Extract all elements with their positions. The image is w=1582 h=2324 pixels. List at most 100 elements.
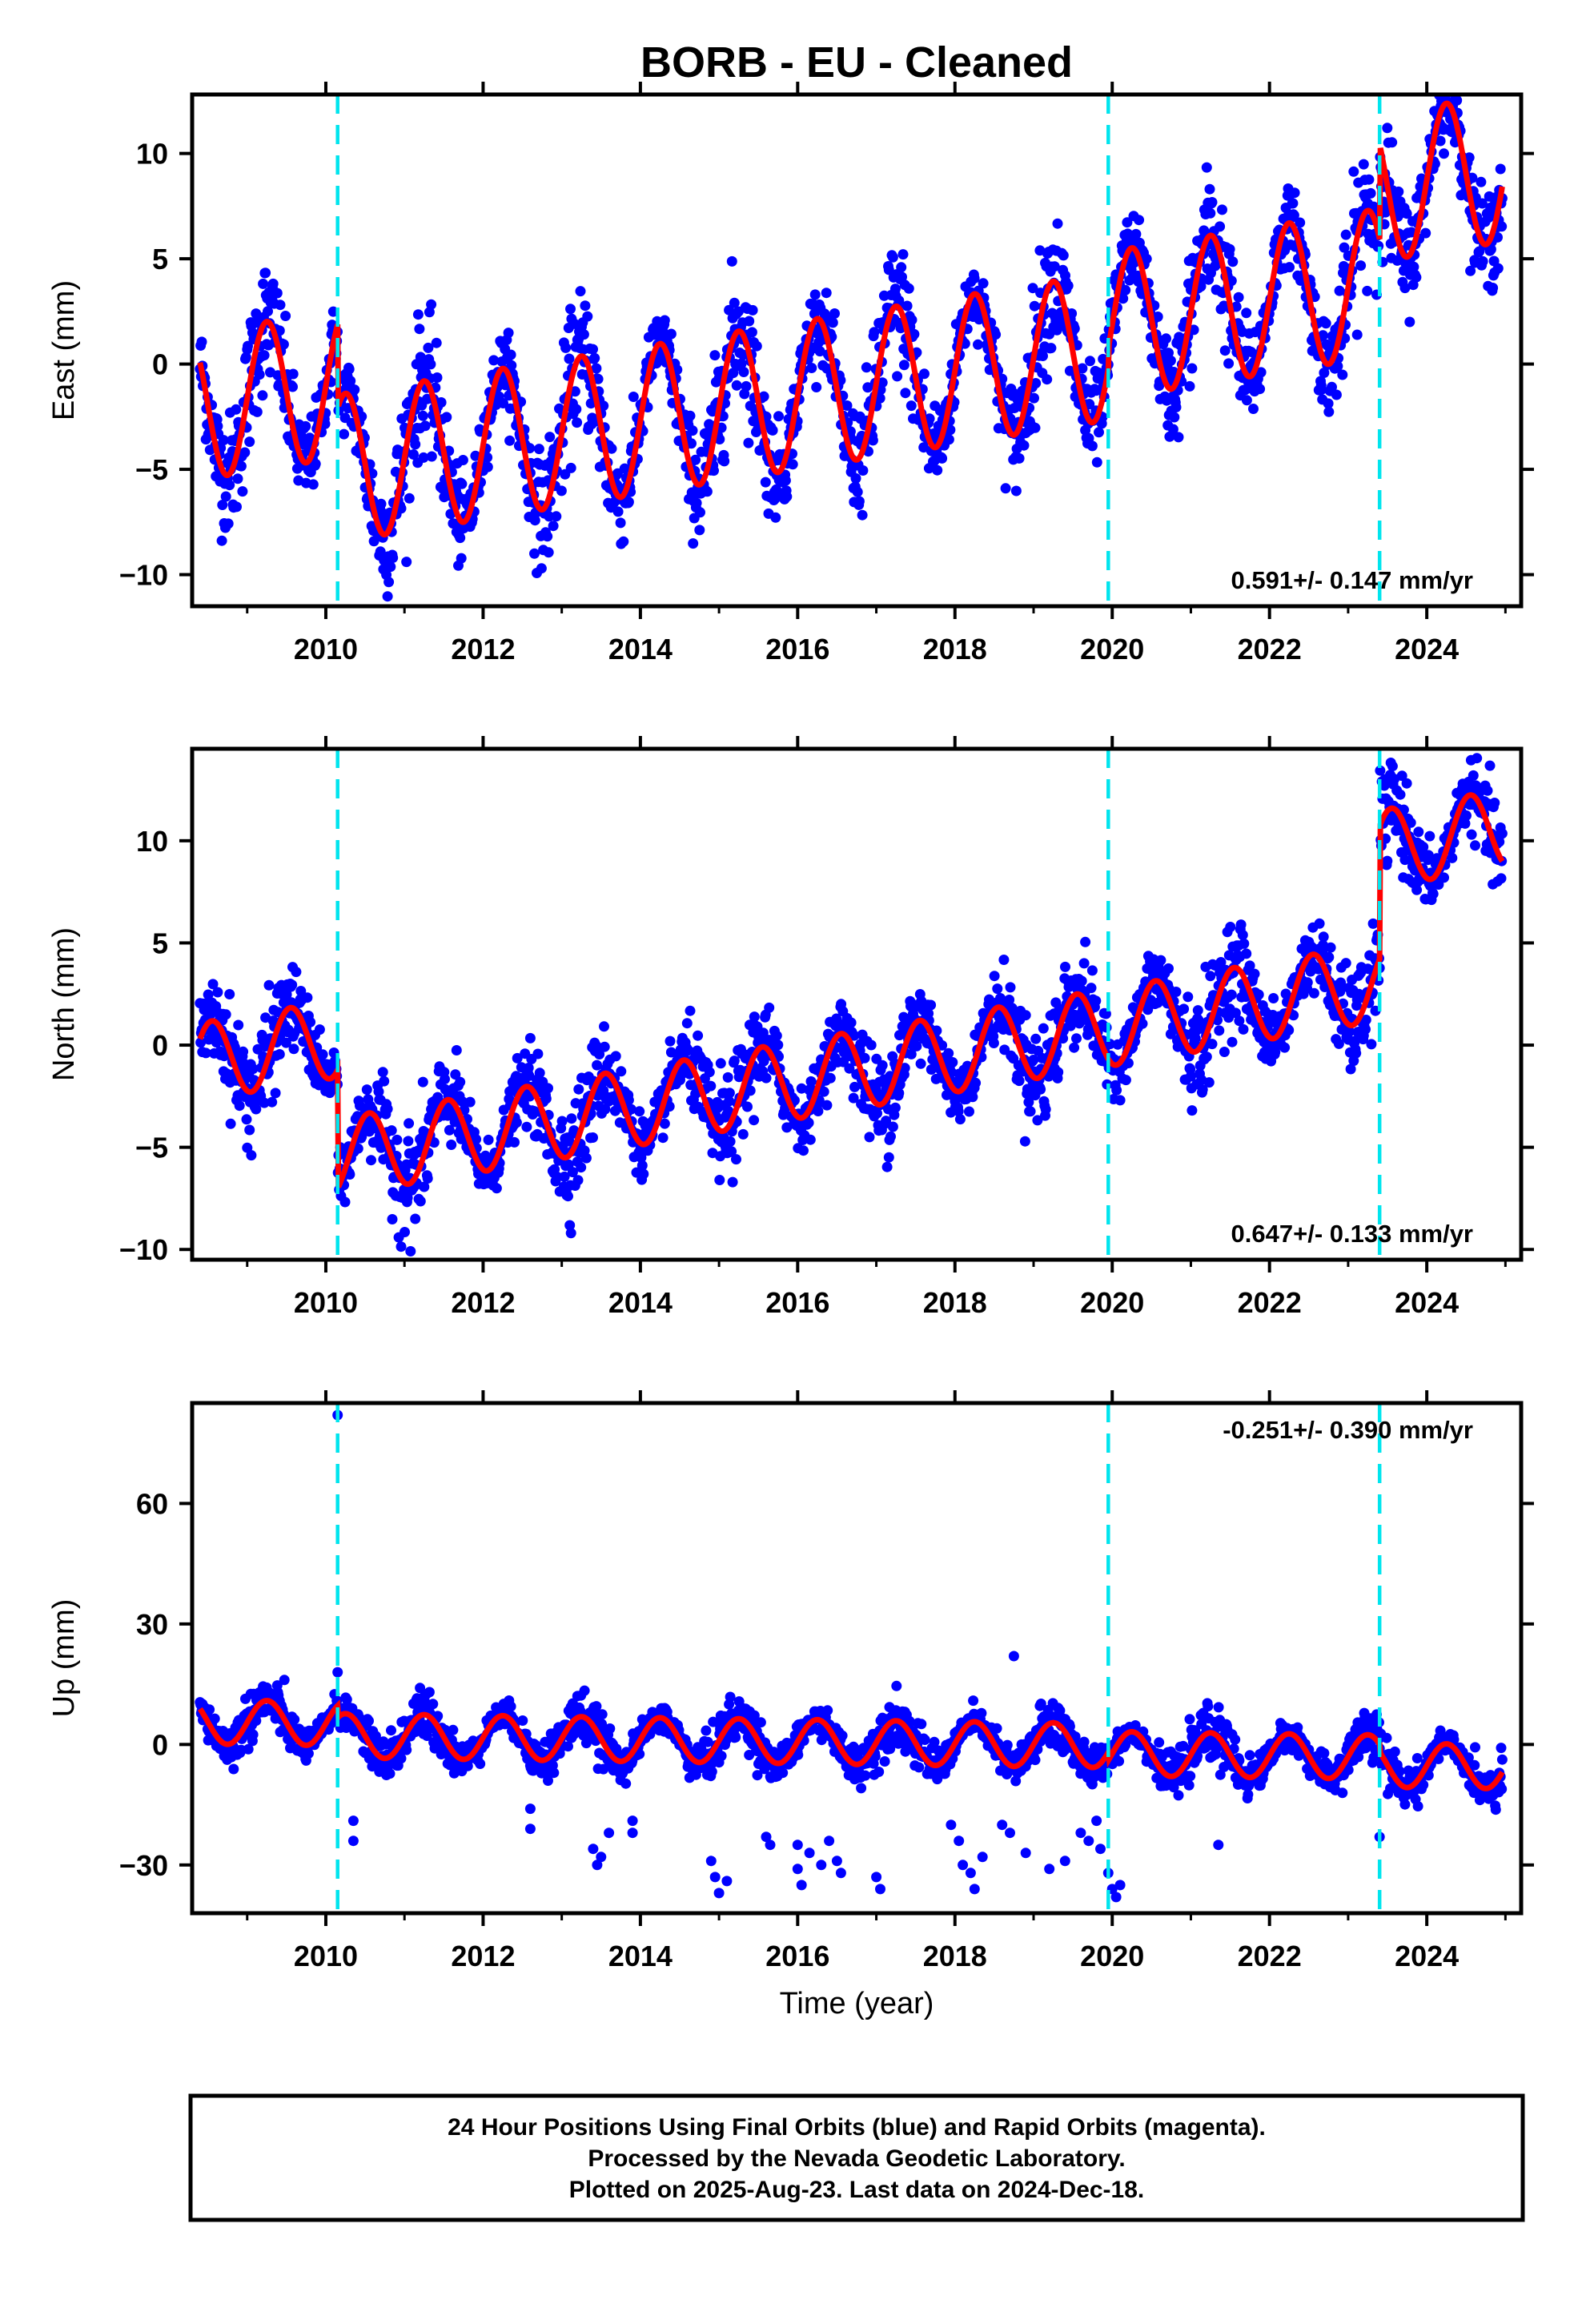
data-point (536, 563, 547, 574)
data-point (263, 306, 273, 317)
data-point (1339, 242, 1350, 253)
data-point (415, 1196, 426, 1207)
data-point (548, 521, 559, 532)
data-point (1238, 1023, 1249, 1035)
data-point (1443, 79, 1453, 90)
data-point (368, 536, 379, 547)
data-point (220, 491, 231, 502)
data-point (511, 1117, 522, 1128)
data-point (1163, 963, 1174, 974)
data-point (1495, 163, 1506, 175)
data-point (636, 1160, 648, 1171)
data-point (275, 300, 286, 311)
data-point (591, 363, 602, 374)
data-point (1014, 452, 1025, 464)
fit-line (197, 792, 1505, 1188)
data-point (1308, 987, 1319, 999)
data-point (1141, 253, 1152, 264)
data-point (932, 464, 943, 476)
data-point (1120, 1075, 1131, 1086)
data-point (857, 465, 869, 476)
data-point (274, 1049, 285, 1059)
x-tick-label: 2016 (765, 1286, 829, 1319)
data-point (1477, 255, 1488, 267)
data-point (565, 462, 576, 473)
data-point (464, 1096, 476, 1108)
data-point (1408, 261, 1419, 272)
data-point (281, 989, 292, 1000)
data-point (724, 1096, 735, 1107)
data-point (849, 1081, 860, 1092)
data-point (694, 525, 705, 536)
data-point (1323, 951, 1335, 963)
data-point (1231, 301, 1242, 312)
data-point (1413, 826, 1424, 838)
data-point (1382, 123, 1393, 134)
data-point (780, 475, 791, 486)
data-point (992, 983, 1003, 995)
data-point (506, 360, 517, 371)
data-point (1086, 965, 1098, 976)
data-point (400, 1227, 410, 1237)
data-point (432, 372, 443, 383)
data-point (600, 1104, 611, 1115)
data-point (1401, 778, 1412, 789)
x-tick-label: 2018 (923, 1286, 987, 1319)
data-point (209, 1713, 220, 1724)
data-point (483, 1134, 494, 1145)
data-point (540, 1093, 552, 1104)
data-point (729, 297, 740, 308)
data-point (796, 1083, 807, 1094)
data-point (401, 1744, 412, 1755)
data-point (1411, 271, 1422, 283)
data-point (402, 1192, 413, 1204)
data-point (410, 439, 421, 450)
data-point (436, 397, 447, 408)
data-point (405, 1246, 416, 1256)
data-point (1173, 432, 1184, 443)
data-point (509, 1136, 520, 1148)
data-point (1122, 217, 1133, 228)
data-point (761, 1072, 772, 1084)
data-point (1195, 1023, 1207, 1034)
data-point (1351, 329, 1363, 340)
data-point (909, 328, 920, 340)
data-point (375, 546, 386, 557)
data-point (1030, 1033, 1042, 1044)
data-point (737, 1128, 749, 1140)
data-point (743, 437, 754, 448)
data-point (565, 304, 576, 315)
data-point (361, 1084, 372, 1096)
data-point (1120, 284, 1131, 296)
data-point (681, 1018, 693, 1029)
x-tick-label: 2022 (1238, 1286, 1302, 1319)
data-point (803, 1117, 814, 1128)
data-point (1320, 318, 1331, 329)
data-point (615, 517, 626, 529)
x-tick-label: 2014 (608, 1286, 673, 1319)
data-point (937, 452, 948, 464)
data-point (512, 1052, 523, 1063)
data-point (657, 1132, 669, 1144)
data-point (737, 349, 749, 360)
data-point (1349, 1035, 1360, 1047)
data-point (598, 400, 609, 412)
data-point (945, 424, 956, 436)
data-point (1225, 922, 1236, 932)
data-point (1363, 174, 1375, 185)
data-point (448, 1724, 459, 1735)
data-point (223, 518, 234, 529)
data-point (1435, 135, 1446, 147)
data-point (841, 400, 853, 411)
data-point (200, 1047, 211, 1059)
data-point (844, 1063, 855, 1074)
data-point (377, 1067, 388, 1078)
x-tick-label: 2012 (451, 633, 515, 665)
data-point (618, 536, 629, 547)
data-point (1235, 919, 1247, 931)
data-point (267, 278, 279, 289)
data-point (1169, 412, 1180, 423)
data-point (564, 1136, 575, 1147)
data-point (767, 424, 778, 436)
